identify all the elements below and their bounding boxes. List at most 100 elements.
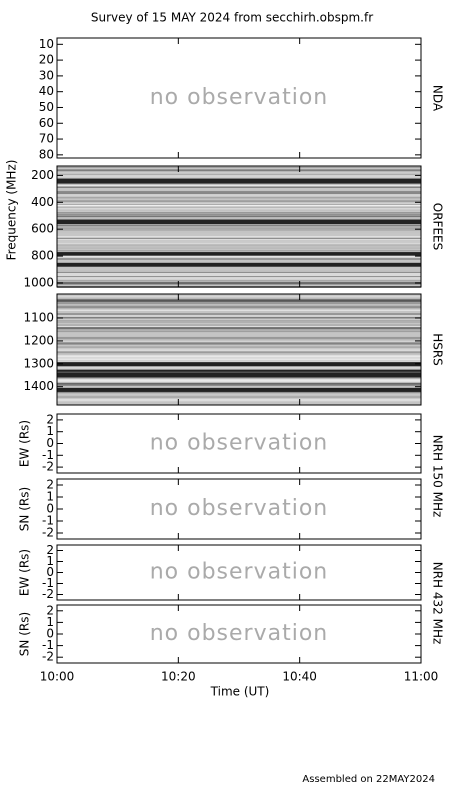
y-tick-label: 10: [39, 37, 54, 51]
spectrum-band: [57, 241, 421, 243]
spectrum-band: [57, 229, 421, 231]
spectrum-band: [57, 370, 421, 374]
no-observation: no observation: [150, 621, 329, 646]
spectrum-band: [57, 327, 421, 329]
y-tick-label: 600: [31, 222, 54, 236]
y-tick-label: 80: [39, 147, 54, 161]
spectrum-band: [57, 282, 421, 285]
spectrum-band: [57, 382, 421, 383]
y-tick-label: 400: [31, 195, 54, 209]
x-axis-label: Time (UT): [210, 685, 270, 699]
spectrum-band: [57, 184, 421, 187]
no-observation: no observation: [150, 496, 329, 521]
dark-band: [57, 372, 421, 378]
spectrum-band: [57, 239, 421, 241]
y-tick-label: 0: [46, 436, 54, 450]
spectrum-band: [57, 206, 421, 209]
no-observation: no observation: [150, 85, 329, 110]
spectrum-band: [57, 169, 421, 172]
y-tick-label: -1: [42, 514, 54, 528]
spectrum-band: [57, 355, 421, 358]
y-tick-label: -2: [42, 650, 54, 664]
spectrum-band: [57, 398, 421, 402]
panel-name: NRH 432 MHz: [431, 562, 445, 645]
spectrum-band: [57, 270, 421, 273]
y-tick-label: 40: [39, 84, 54, 98]
y-tick-label: 1300: [23, 356, 54, 370]
spectrum-band: [57, 251, 421, 253]
spectrum-band: [57, 360, 421, 362]
no-observation: no observation: [150, 431, 329, 456]
spectrum-band: [57, 214, 421, 216]
spectrum-band: [57, 280, 421, 282]
spectrum-band: [57, 225, 421, 229]
spectrum-band: [57, 319, 421, 321]
y-tick-label: 0: [46, 565, 54, 579]
spectrum-band: [57, 329, 421, 332]
spectrum-band: [57, 242, 421, 246]
y-tick-label: 1200: [23, 333, 54, 347]
dark-band: [57, 178, 421, 184]
y-tick-label: -2: [42, 587, 54, 601]
spectrum-band: [57, 307, 421, 310]
spectrum-band: [57, 170, 421, 172]
y-axis-label: Frequency (MHz): [5, 160, 19, 261]
spectrum-band: [57, 217, 421, 220]
panel-y-label: SN (Rs): [18, 487, 32, 531]
y-tick-label: -2: [42, 526, 54, 540]
spectrum-band: [57, 234, 421, 236]
panel-y-label: SN (Rs): [18, 612, 32, 656]
y-tick-label: 2: [46, 412, 54, 426]
spectrum-band: [57, 320, 421, 323]
panel-name: NDA: [431, 85, 445, 112]
spectrum-band: [57, 172, 421, 175]
spectrum-band: [57, 382, 421, 386]
spectrum-band: [57, 295, 421, 298]
y-tick-label: 2: [46, 603, 54, 617]
y-tick-label: 20: [39, 53, 54, 67]
y-tick-label: 1: [46, 554, 54, 568]
spectrum-band: [57, 211, 421, 213]
spectrum-band: [57, 283, 421, 285]
spectrum-band: [57, 305, 421, 309]
spectrum-band: [57, 342, 421, 345]
y-tick-label: 1: [46, 490, 54, 504]
panel-frame: [56, 37, 422, 159]
y-tick-label: 2: [46, 478, 54, 492]
spectrum-band: [57, 378, 421, 381]
spectrum-band: [57, 248, 421, 252]
chart-title: Survey of 15 MAY 2024 from secchirh.obsp…: [91, 11, 373, 25]
panel-frame: [56, 293, 422, 406]
x-tick-label: 10:20: [161, 670, 196, 684]
spectrum-band: [57, 203, 421, 207]
y-tick-label: 0: [46, 502, 54, 516]
spectrum-band: [57, 191, 421, 194]
footer: Assembled on 22MAY2024: [302, 774, 435, 785]
spectrum-band: [57, 299, 421, 303]
panel-y-label: EW (Rs): [18, 420, 32, 467]
dark-band: [57, 369, 421, 372]
no-observation: no observation: [150, 560, 329, 585]
spectrum-band: [57, 346, 421, 348]
y-tick-label: 800: [31, 249, 54, 263]
spectrum-band: [57, 324, 421, 326]
panel-name: ORFEES: [431, 203, 445, 250]
spectrum-band: [57, 255, 421, 258]
y-tick-label: -2: [42, 460, 54, 474]
panel-name: NRH 150 MHz: [431, 435, 445, 518]
spectrum-band: [57, 186, 421, 188]
spectrum-band: [57, 302, 421, 305]
spectrum-band: [57, 297, 421, 299]
y-tick-label: -1: [42, 576, 54, 590]
x-tick-label: 10:40: [282, 670, 317, 684]
spectrum-band: [57, 273, 421, 276]
spectrum-band: [57, 379, 421, 382]
dark-band: [57, 252, 421, 256]
spectrum-band: [57, 313, 421, 316]
spectrogram: [57, 294, 421, 405]
spectrum-band: [57, 249, 421, 250]
spectrum-band: [57, 348, 421, 351]
y-tick-label: 30: [39, 68, 54, 82]
spectrum-band: [57, 326, 421, 327]
spectrum-band: [57, 193, 421, 197]
